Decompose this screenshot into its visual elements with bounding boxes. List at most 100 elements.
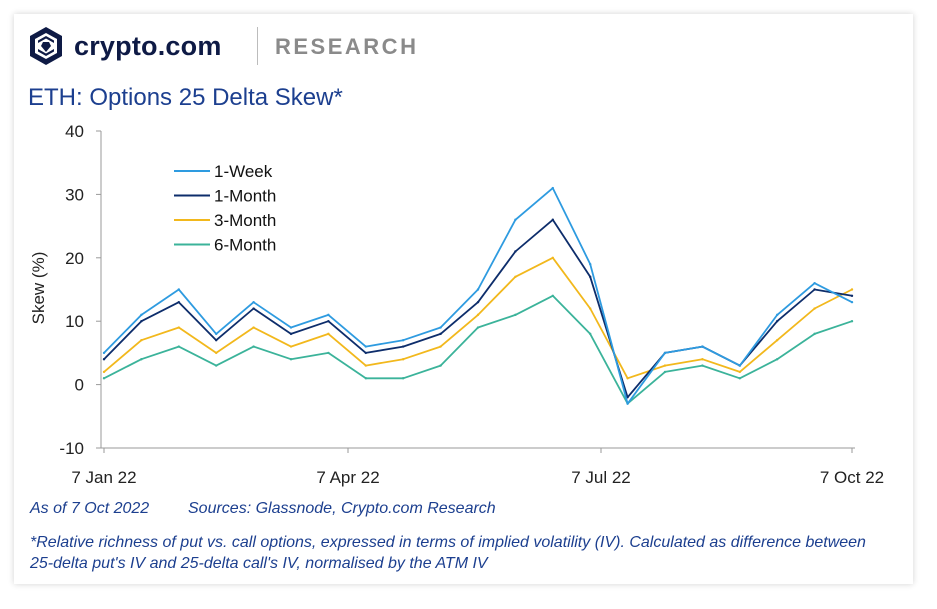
header-divider <box>257 27 258 65</box>
data-point <box>551 294 554 298</box>
data-point <box>476 300 480 304</box>
data-point <box>850 294 854 298</box>
data-point <box>102 377 106 380</box>
y-axis-label: Skew (%) <box>29 252 48 325</box>
data-point <box>364 351 367 355</box>
data-point <box>289 332 293 336</box>
data-point <box>551 256 554 259</box>
data-point <box>215 332 218 336</box>
data-point <box>701 358 704 361</box>
data-point <box>215 351 218 355</box>
data-point <box>102 358 106 361</box>
data-point <box>140 358 143 361</box>
data-point <box>850 288 854 291</box>
y-tick-label: 10 <box>65 312 84 331</box>
data-point <box>738 370 741 374</box>
data-point <box>514 250 517 253</box>
data-point <box>701 364 704 367</box>
data-point <box>215 364 218 367</box>
data-point <box>252 326 255 329</box>
section-label: RESEARCH <box>275 34 419 59</box>
data-point <box>514 313 517 317</box>
data-point <box>589 332 592 336</box>
brand-name: crypto.com <box>74 30 222 61</box>
legend-label: 3-Month <box>214 211 276 230</box>
as-of-note: As of 7 Oct 2022 <box>30 500 150 517</box>
data-point <box>626 396 629 399</box>
legend-label: 1-Month <box>214 187 276 206</box>
data-point <box>102 370 106 374</box>
data-point <box>140 339 143 342</box>
x-tick-label: 7 Jul 22 <box>571 468 631 487</box>
data-point <box>327 320 330 323</box>
x-tick-label: 7 Apr 22 <box>316 468 379 487</box>
data-point <box>738 377 741 380</box>
sources-note: Sources: Glassnode, Crypto.com Research <box>188 500 496 517</box>
data-point <box>140 313 143 317</box>
footnote: *Relative richness of put vs. call optio… <box>30 534 866 572</box>
data-point <box>776 313 779 317</box>
data-point <box>589 307 592 310</box>
data-point <box>327 313 330 317</box>
data-point <box>776 358 779 361</box>
data-point <box>402 377 405 380</box>
data-point <box>215 339 218 342</box>
data-point <box>439 345 442 348</box>
data-point <box>402 358 405 361</box>
data-point <box>589 275 592 279</box>
data-point <box>626 402 629 405</box>
data-point <box>476 313 480 317</box>
y-tick-label: 40 <box>65 122 84 141</box>
legend-label: 1-Week <box>214 162 273 181</box>
data-point <box>813 288 816 291</box>
data-point <box>589 262 592 266</box>
data-point <box>850 320 854 323</box>
legend-label: 6-Month <box>214 236 276 255</box>
data-point <box>813 281 816 285</box>
data-point <box>289 345 293 348</box>
data-point <box>663 370 667 374</box>
data-point <box>252 307 255 310</box>
y-tick-label: 20 <box>65 249 84 268</box>
data-point <box>813 332 816 336</box>
data-point <box>551 186 554 190</box>
data-point <box>402 345 405 348</box>
data-point <box>850 300 854 304</box>
data-point <box>514 218 517 221</box>
data-point <box>364 364 367 367</box>
chart-title: ETH: Options 25 Delta Skew* <box>28 84 343 111</box>
y-tick-label: -10 <box>59 439 84 458</box>
crypto-com-logo: crypto.com <box>28 26 222 66</box>
data-point <box>514 275 517 279</box>
y-tick-label: 0 <box>75 376 84 395</box>
y-tick-label: 30 <box>65 185 84 204</box>
data-point <box>663 351 667 355</box>
data-point <box>177 326 180 329</box>
x-tick-label: 7 Oct 22 <box>820 468 884 487</box>
data-point <box>738 364 741 367</box>
data-point <box>476 326 480 329</box>
data-point <box>177 345 180 348</box>
data-point <box>776 339 779 342</box>
data-point <box>289 358 293 361</box>
x-tick-label: 7 Jan 22 <box>71 468 136 487</box>
crypto-com-shield-icon <box>30 27 62 65</box>
data-point <box>102 351 106 355</box>
data-point <box>813 307 816 310</box>
data-point <box>252 300 255 304</box>
data-point <box>364 377 367 380</box>
data-point <box>327 351 330 355</box>
data-point <box>177 288 180 291</box>
series-line-3-month <box>103 256 853 380</box>
data-point <box>252 345 255 348</box>
data-point <box>402 339 405 342</box>
data-point <box>551 218 554 221</box>
data-point <box>439 326 442 329</box>
data-point <box>701 345 704 348</box>
data-point <box>327 332 330 336</box>
data-point <box>476 288 480 291</box>
data-point <box>626 377 629 380</box>
data-point <box>289 326 293 329</box>
data-point <box>439 364 442 367</box>
